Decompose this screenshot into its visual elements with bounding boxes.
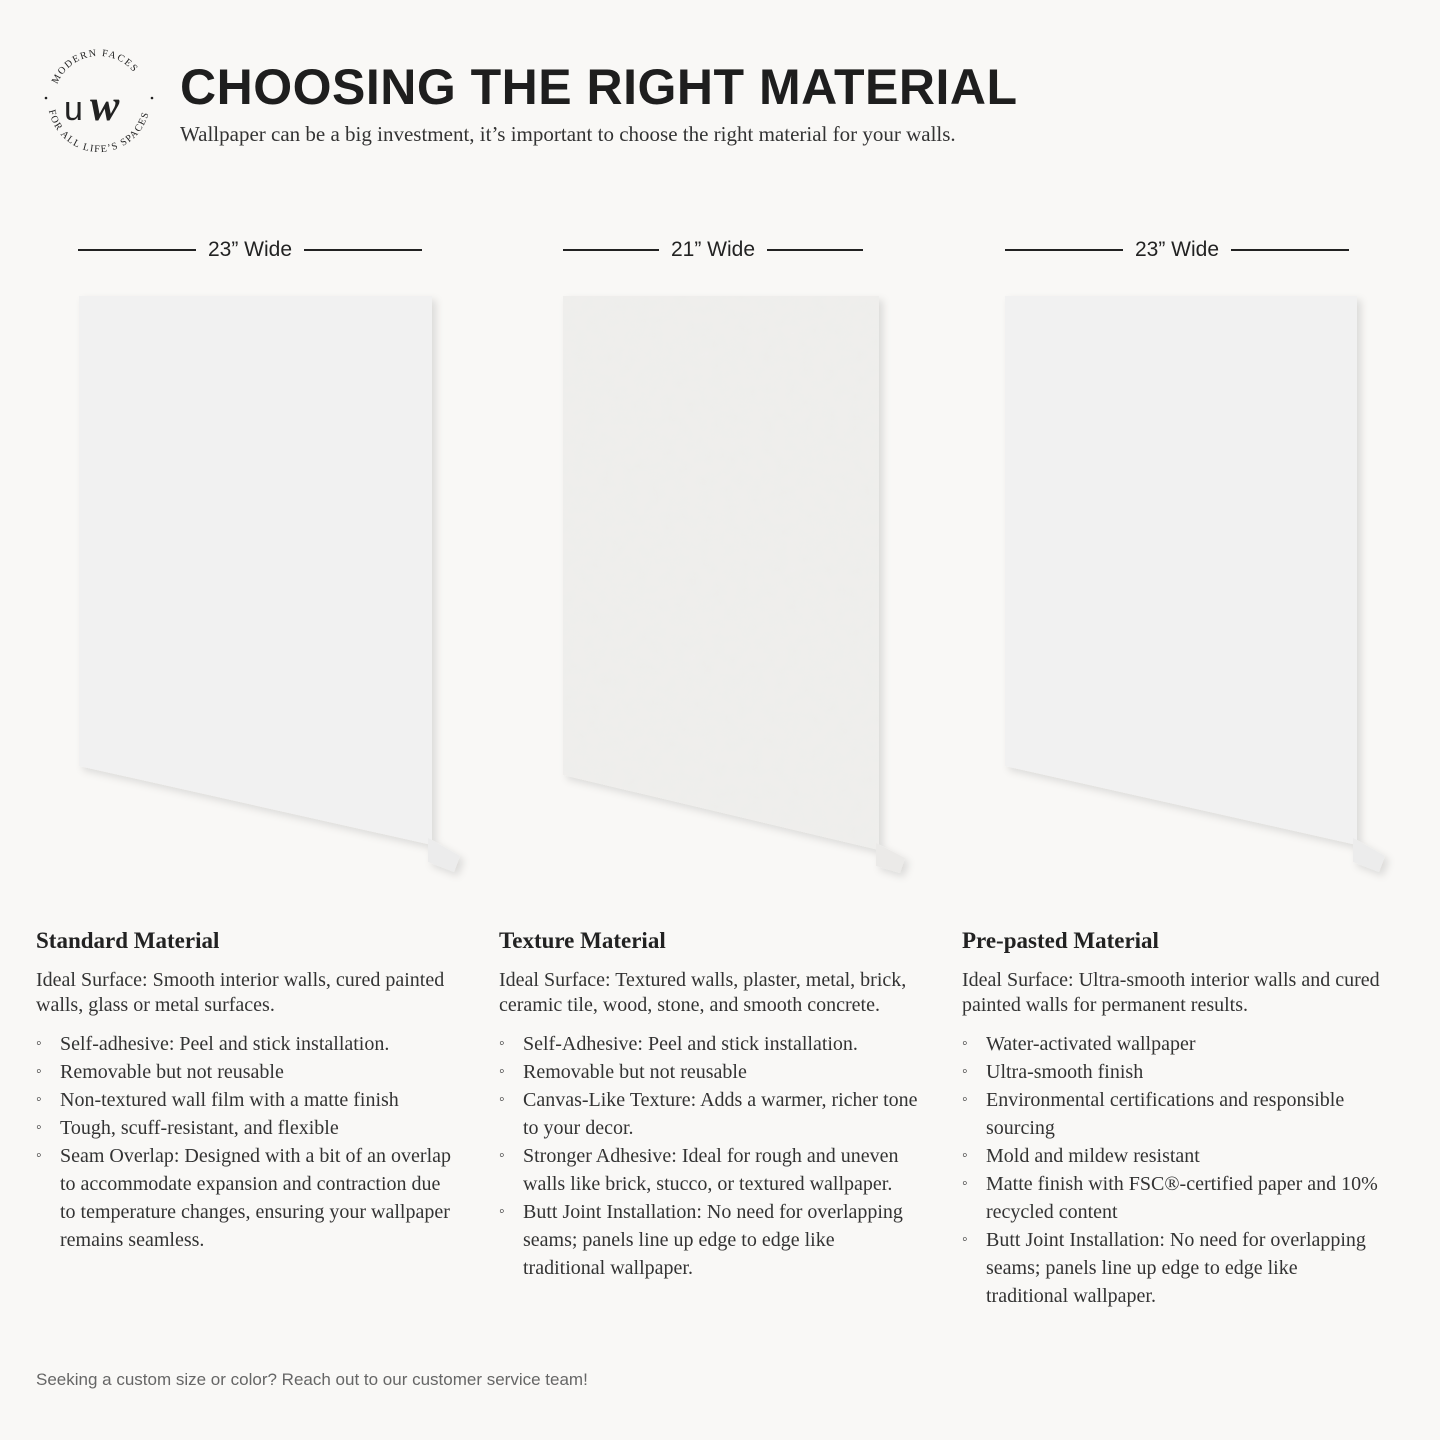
feature-list: Water-activated wallpaper Ultra-smooth f… (962, 1030, 1382, 1310)
feature-item: Tough, scuff-resistant, and flexible (36, 1114, 456, 1142)
feature-item: Matte finish with FSC®-certified paper a… (962, 1170, 1382, 1226)
feature-list: Self-Adhesive: Peel and stick installati… (499, 1030, 919, 1282)
feature-item: Non-textured wall film with a matte fini… (36, 1086, 456, 1114)
width-label-texture: 21” Wide (563, 238, 864, 262)
page-title: CHOOSING THE RIGHT MATERIAL (180, 59, 1018, 115)
wallpaper-roll-prepasted (1005, 296, 1385, 872)
ideal-surface: Ideal Surface: Ultra-smooth interior wal… (962, 969, 1380, 1016)
feature-item: Ultra-smooth finish (962, 1058, 1382, 1086)
feature-item: Water-activated wallpaper (962, 1030, 1382, 1058)
feature-item: Seam Overlap: Designed with a bit of an … (36, 1142, 456, 1254)
feature-item: Removable but not reusable (499, 1058, 919, 1086)
footer-note: Seeking a custom size or color? Reach ou… (36, 1370, 588, 1389)
svg-text:u: u (64, 90, 83, 128)
ideal-surface: Ideal Surface: Textured walls, plaster, … (499, 969, 907, 1016)
svg-text:w: w (90, 81, 120, 130)
feature-item: Butt Joint Installation: No need for ove… (962, 1226, 1382, 1310)
feature-item: Stronger Adhesive: Ideal for rough and u… (499, 1142, 919, 1198)
material-card-standard: Standard Material Ideal Surface: Smooth … (36, 928, 456, 1254)
material-name: Pre-pasted Material (962, 928, 1159, 953)
ideal-surface: Ideal Surface: Smooth interior walls, cu… (36, 969, 445, 1016)
width-label-prepasted: 23” Wide (1005, 238, 1350, 262)
wallpaper-roll-texture (563, 296, 905, 873)
feature-item: Environmental certifications and respons… (962, 1086, 1382, 1142)
page-subtitle: Wallpaper can be a big investment, it’s … (180, 122, 956, 146)
feature-item: Mold and mildew resistant (962, 1142, 1382, 1170)
feature-item: Self-adhesive: Peel and stick installati… (36, 1030, 456, 1058)
brand-logo: MODERN FACES FOR ALL LIFE’S SPACES u w (44, 48, 154, 155)
feature-item: Removable but not reusable (36, 1058, 456, 1086)
material-name: Standard Material (36, 928, 220, 953)
material-card-texture: Texture Material Ideal Surface: Textured… (499, 928, 919, 1282)
feature-item: Butt Joint Installation: No need for ove… (499, 1198, 919, 1282)
material-name: Texture Material (499, 928, 666, 953)
feature-item: Canvas-Like Texture: Adds a warmer, rich… (499, 1086, 919, 1142)
feature-list: Self-adhesive: Peel and stick installati… (36, 1030, 456, 1254)
material-card-prepasted: Pre-pasted Material Ideal Surface: Ultra… (962, 928, 1382, 1310)
feature-item: Self-Adhesive: Peel and stick installati… (499, 1030, 919, 1058)
wallpaper-roll-standard (79, 296, 460, 872)
width-label-standard: 23” Wide (78, 238, 423, 262)
